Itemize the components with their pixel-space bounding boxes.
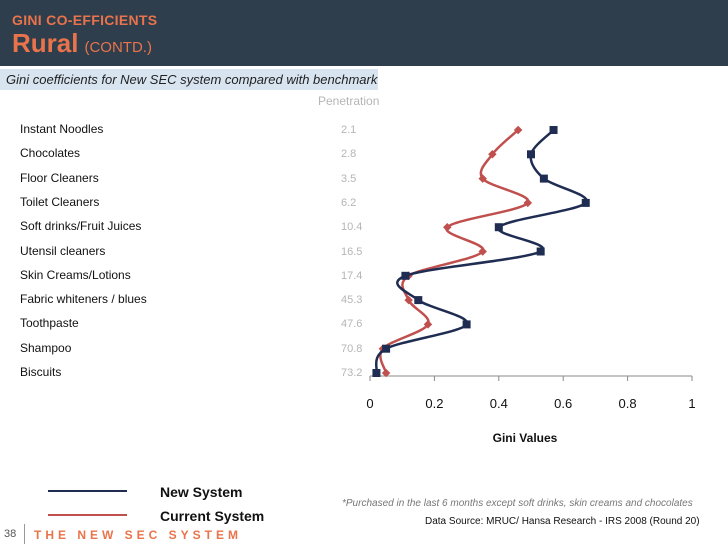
category-label: Soft drinks/Fruit Juices [20, 219, 142, 234]
header-kicker: GINI CO-EFFICIENTS [12, 12, 158, 28]
point-new-system [536, 247, 545, 256]
page-title-suffix: (CONTD.) [84, 39, 152, 56]
category-label: Shampoo [20, 340, 72, 355]
point-new-system [462, 320, 471, 329]
penetration-value: 45.3 [341, 294, 363, 307]
point-new-system [581, 198, 590, 207]
penetration-value: 73.2 [341, 367, 363, 379]
point-current-system [478, 247, 487, 256]
x-tick-label: 0.2 [425, 396, 443, 411]
point-new-system [372, 369, 381, 377]
penetration-value: 47.6 [341, 318, 363, 331]
point-current-system [423, 320, 433, 329]
penetration-value: 3.5 [341, 172, 357, 185]
point-current-system [488, 150, 497, 159]
point-new-system [414, 296, 423, 305]
point-new-system [401, 271, 410, 280]
header-banner: GINI CO-EFFICIENTS Rural (CONTD.) [0, 0, 728, 66]
penetration-value: 10.4 [341, 221, 363, 234]
penetration-value: 2.8 [341, 148, 357, 161]
point-current-system [404, 295, 413, 305]
category-label: Skin Creams/Lotions [20, 267, 131, 282]
footer-divider [24, 524, 25, 544]
x-tick-label: 0.8 [619, 396, 637, 411]
point-new-system [527, 150, 535, 159]
point-new-system [539, 174, 548, 183]
penetration-value: 70.8 [341, 342, 363, 355]
category-label: Utensil cleaners [20, 243, 106, 258]
footer-brand: THE NEW SEC SYSTEM [34, 528, 243, 542]
x-axis-title: Gini Values [493, 431, 558, 445]
chart-subtitle: Gini coefficients for New SEC system com… [6, 72, 378, 87]
x-tick-label: 0.4 [490, 396, 508, 411]
penetration-value: 2.1 [341, 124, 357, 136]
point-current-system [381, 368, 391, 378]
point-current-system [443, 222, 452, 232]
point-new-system [382, 344, 391, 353]
point-current-system [478, 174, 487, 183]
subtitle-bar: Gini coefficients for New SEC system com… [0, 69, 378, 90]
x-tick-label: 0 [366, 396, 373, 411]
category-label: Toilet Cleaners [20, 194, 100, 209]
page-title-main: Rural [12, 28, 79, 58]
data-source: Data Source: MRUC/ Hansa Research - IRS … [425, 516, 700, 527]
category-label: Biscuits [20, 365, 62, 379]
category-label: Floor Cleaners [20, 170, 99, 185]
category-label: Instant Noodles [20, 122, 104, 136]
point-new-system [494, 223, 503, 232]
x-tick-label: 0.6 [554, 396, 572, 411]
x-tick-label: 1 [688, 396, 695, 411]
penetration-header: Penetration [318, 94, 380, 108]
penetration-value: 16.5 [341, 245, 363, 258]
page-number: 38 [4, 528, 17, 540]
legend-label-current-system: Current System [160, 508, 265, 524]
page-title: Rural (CONTD.) [12, 28, 152, 59]
legend-label-new-system: New System [160, 484, 243, 500]
category-label: Fabric whiteners / blues [20, 292, 147, 307]
point-new-system [549, 126, 558, 134]
penetration-value: 6.2 [341, 196, 357, 209]
category-label: Chocolates [20, 146, 81, 161]
footnote: *Purchased in the last 6 months except s… [342, 498, 693, 509]
penetration-value: 17.4 [341, 269, 363, 282]
category-label: Toothpaste [20, 316, 79, 331]
